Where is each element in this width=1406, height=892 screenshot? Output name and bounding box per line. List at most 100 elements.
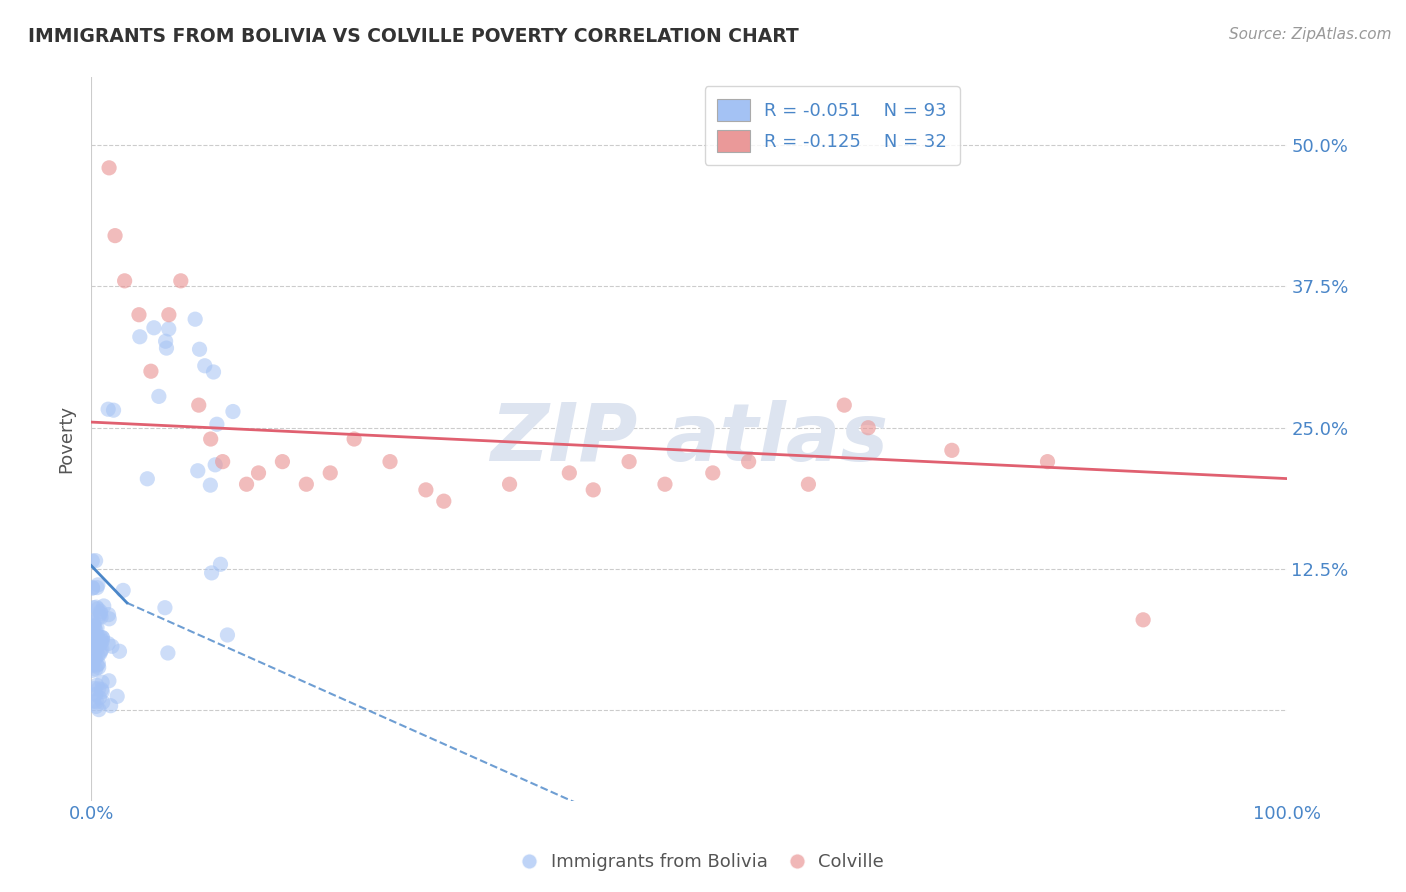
Point — [558, 466, 581, 480]
Point — [89, 607, 111, 621]
Point — [90, 631, 112, 645]
Point — [155, 341, 177, 355]
Point — [82, 554, 104, 568]
Point — [295, 477, 318, 491]
Point — [201, 566, 224, 580]
Point — [82, 658, 104, 673]
Point — [222, 404, 245, 418]
Point — [91, 695, 114, 709]
Point — [98, 612, 121, 626]
Point — [103, 403, 125, 417]
Point — [247, 466, 270, 480]
Point — [105, 690, 128, 704]
Point — [91, 684, 114, 698]
Text: Source: ZipAtlas.com: Source: ZipAtlas.com — [1229, 27, 1392, 42]
Point — [91, 631, 114, 645]
Point — [91, 675, 114, 690]
Point — [271, 455, 294, 469]
Point — [319, 466, 342, 480]
Point — [139, 364, 162, 378]
Point — [100, 698, 122, 713]
Point — [84, 651, 107, 665]
Point — [498, 477, 520, 491]
Point — [87, 703, 110, 717]
Point — [87, 602, 110, 616]
Point — [87, 633, 110, 648]
Point — [157, 308, 180, 322]
Point — [97, 402, 120, 417]
Point — [97, 673, 120, 688]
Point — [82, 634, 104, 648]
Point — [209, 558, 232, 572]
Point — [1132, 613, 1154, 627]
Point — [89, 647, 111, 661]
Point — [87, 681, 110, 696]
Point — [91, 631, 114, 645]
Point — [378, 455, 401, 469]
Point — [188, 343, 211, 357]
Point — [83, 600, 105, 615]
Point — [83, 620, 105, 634]
Point — [86, 600, 108, 615]
Point — [187, 398, 209, 412]
Point — [82, 623, 104, 637]
Point — [128, 330, 150, 344]
Point — [82, 581, 104, 595]
Point — [104, 228, 127, 243]
Point — [87, 578, 110, 592]
Point — [204, 458, 226, 472]
Legend: Immigrants from Bolivia, Colville: Immigrants from Bolivia, Colville — [515, 847, 891, 879]
Point — [90, 682, 112, 697]
Point — [90, 610, 112, 624]
Point — [142, 320, 165, 334]
Point — [83, 615, 105, 629]
Point — [114, 274, 136, 288]
Point — [108, 644, 131, 658]
Point — [83, 681, 105, 696]
Point — [97, 607, 120, 622]
Point — [87, 660, 110, 674]
Point — [128, 308, 150, 322]
Point — [82, 636, 104, 650]
Point — [217, 628, 239, 642]
Point — [84, 623, 107, 637]
Point — [83, 647, 105, 661]
Y-axis label: Poverty: Poverty — [58, 405, 75, 473]
Point — [155, 334, 177, 349]
Point — [200, 478, 222, 492]
Point — [86, 629, 108, 643]
Point — [112, 583, 135, 598]
Point — [82, 638, 104, 652]
Point — [84, 699, 107, 714]
Point — [202, 365, 225, 379]
Point — [170, 274, 193, 288]
Point — [832, 398, 855, 412]
Point — [89, 605, 111, 619]
Point — [617, 455, 640, 469]
Legend: R = -0.051    N = 93, R = -0.125    N = 32: R = -0.051 N = 93, R = -0.125 N = 32 — [704, 87, 960, 165]
Point — [211, 455, 233, 469]
Point — [187, 464, 209, 478]
Point — [83, 618, 105, 632]
Point — [90, 642, 112, 657]
Point — [84, 662, 107, 676]
Point — [82, 664, 104, 678]
Text: ZIP atlas: ZIP atlas — [489, 400, 889, 478]
Point — [82, 654, 104, 668]
Point — [84, 634, 107, 648]
Point — [84, 554, 107, 568]
Point — [90, 636, 112, 650]
Point — [856, 421, 879, 435]
Point — [87, 648, 110, 662]
Point — [86, 643, 108, 657]
Point — [654, 477, 676, 491]
Point — [737, 455, 759, 469]
Point — [82, 581, 104, 595]
Point — [343, 432, 366, 446]
Point — [80, 657, 103, 671]
Point — [184, 312, 207, 326]
Point — [235, 477, 257, 491]
Point — [1036, 455, 1059, 469]
Point — [86, 695, 108, 709]
Point — [86, 581, 108, 595]
